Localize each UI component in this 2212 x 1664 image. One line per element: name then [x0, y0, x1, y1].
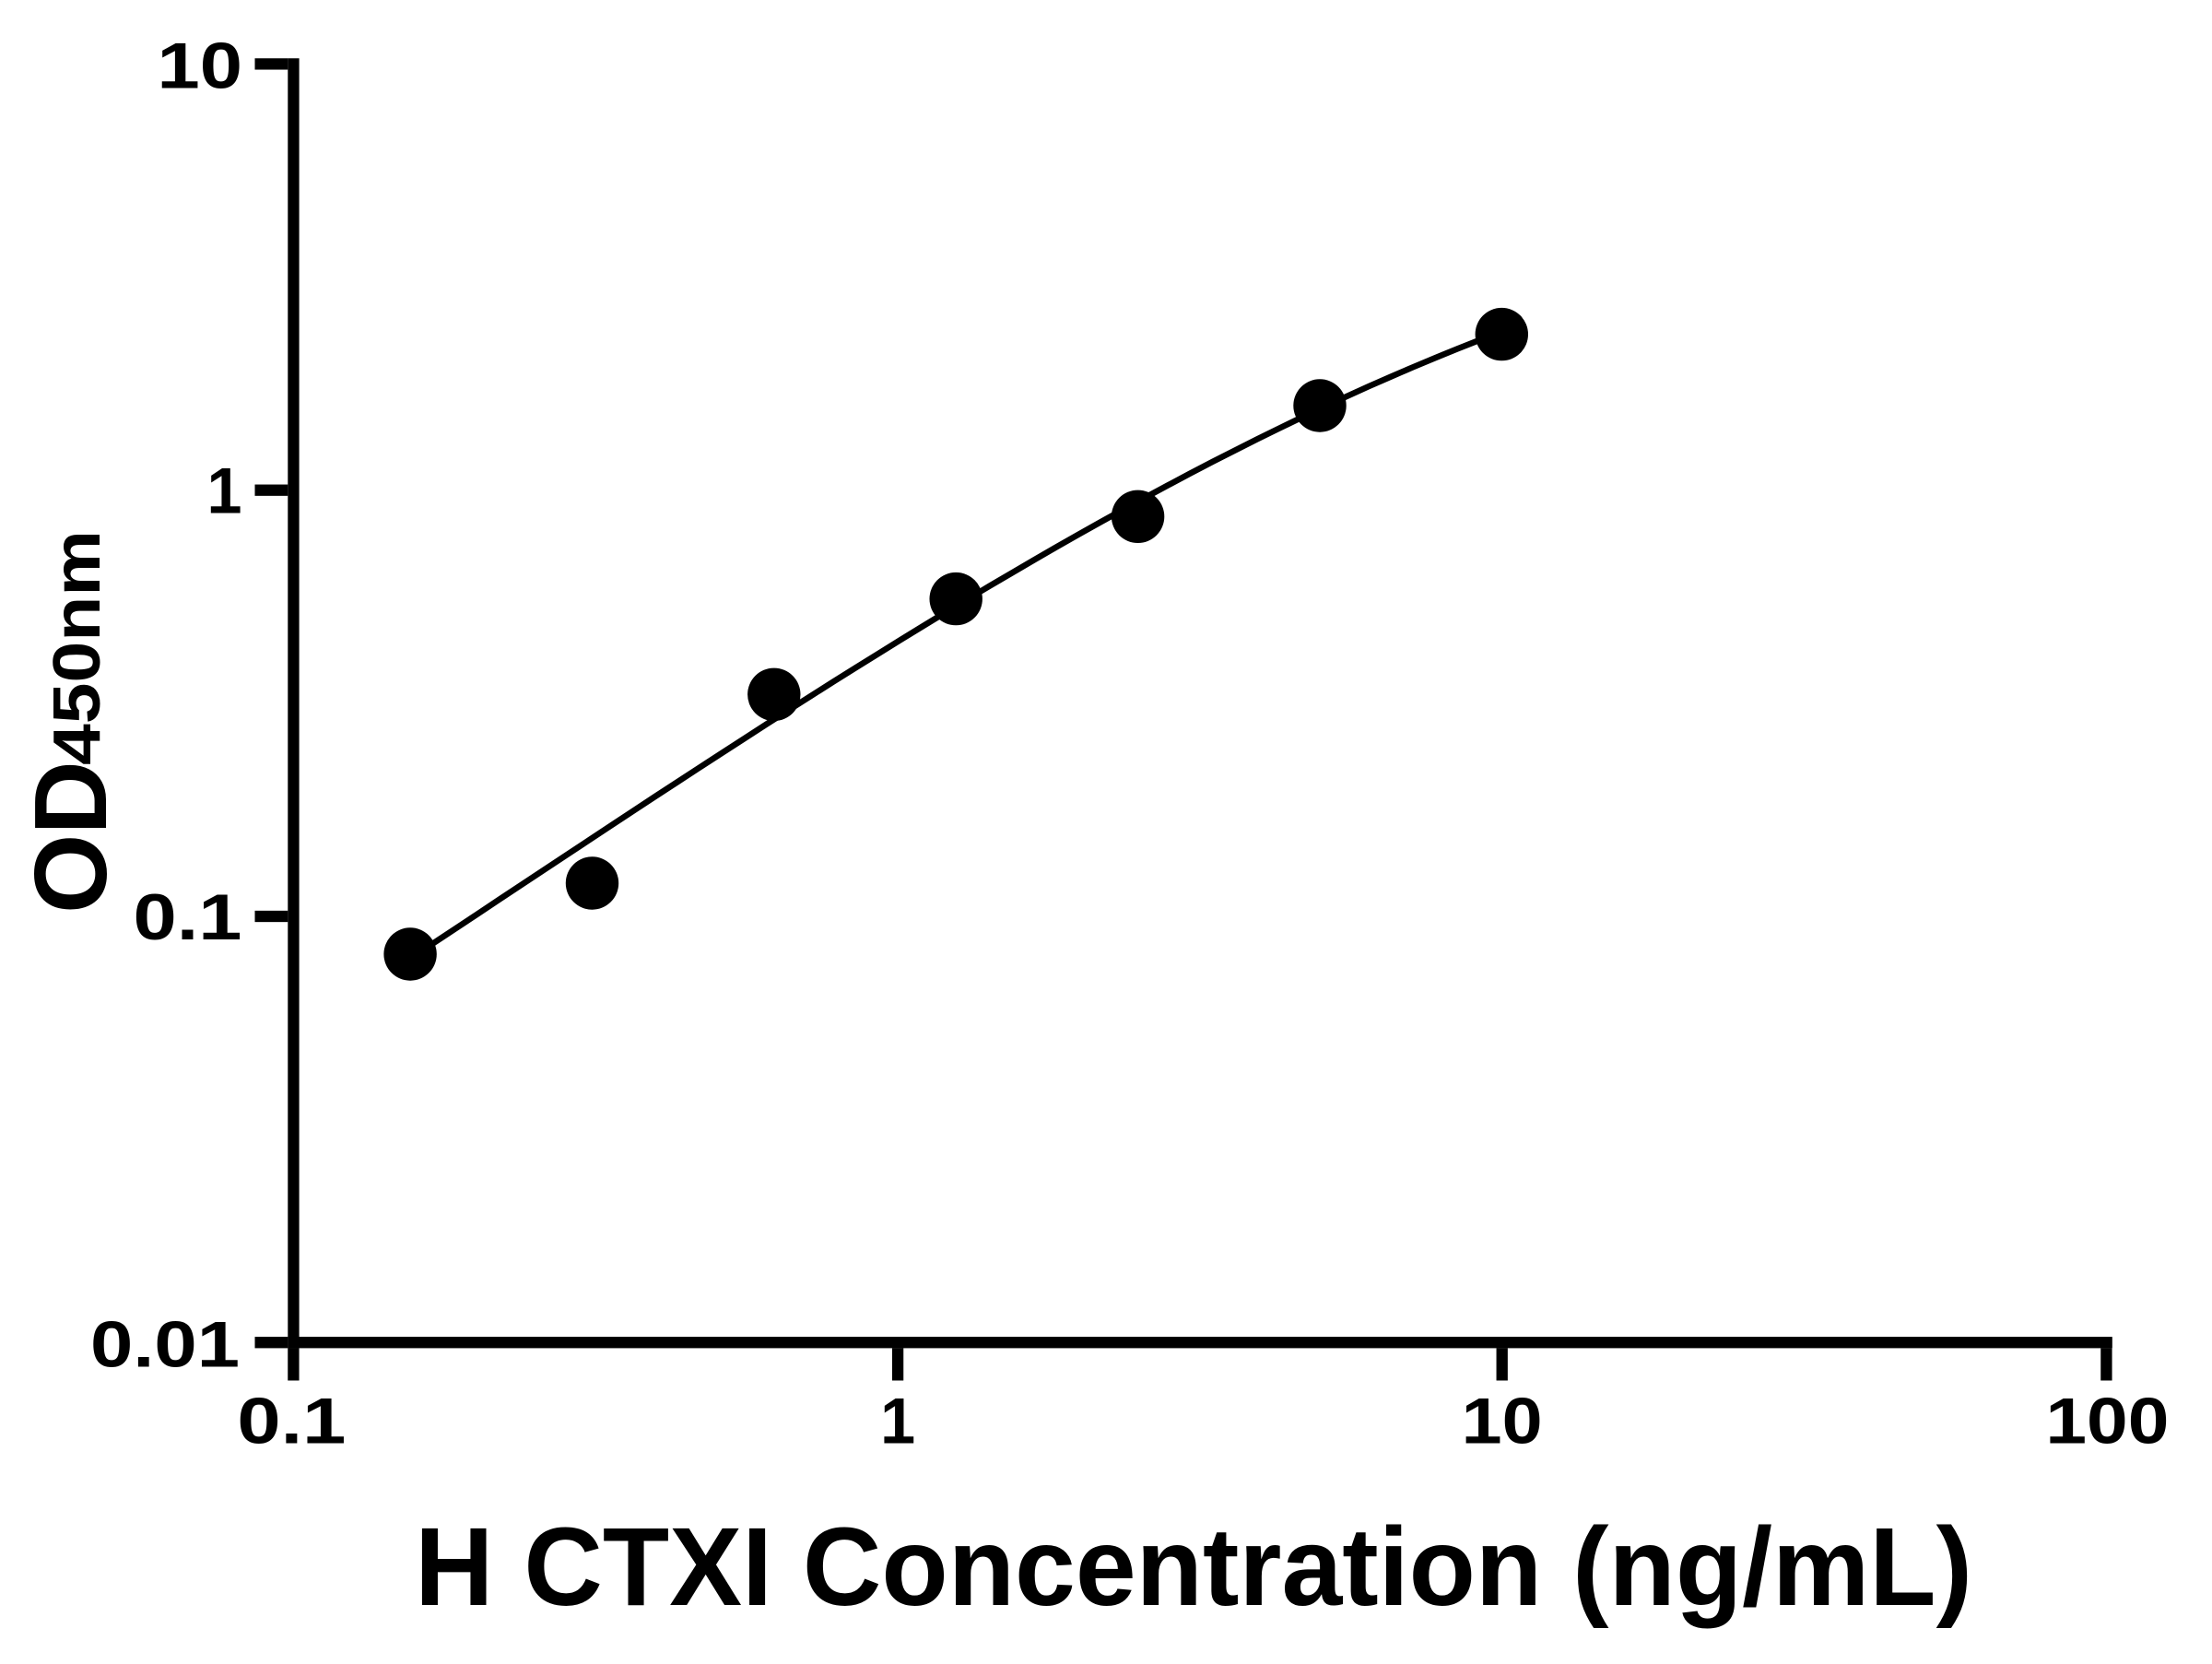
- svg-text:O: O: [14, 834, 128, 914]
- svg-text:D: D: [14, 761, 128, 834]
- svg-text:450nm: 450nm: [40, 530, 114, 765]
- svg-text:0.01: 0.01: [90, 1307, 240, 1380]
- svg-text:10: 10: [158, 29, 243, 101]
- svg-text:0.1: 0.1: [134, 880, 242, 953]
- svg-text:1: 1: [207, 454, 242, 527]
- svg-text:H CTXI Concentration (ng/mL): H CTXI Concentration (ng/mL): [415, 1505, 1972, 1629]
- svg-text:100: 100: [2045, 1384, 2169, 1457]
- svg-text:0.1: 0.1: [237, 1384, 346, 1457]
- svg-text:10: 10: [1462, 1384, 1543, 1457]
- svg-text:1: 1: [880, 1384, 915, 1457]
